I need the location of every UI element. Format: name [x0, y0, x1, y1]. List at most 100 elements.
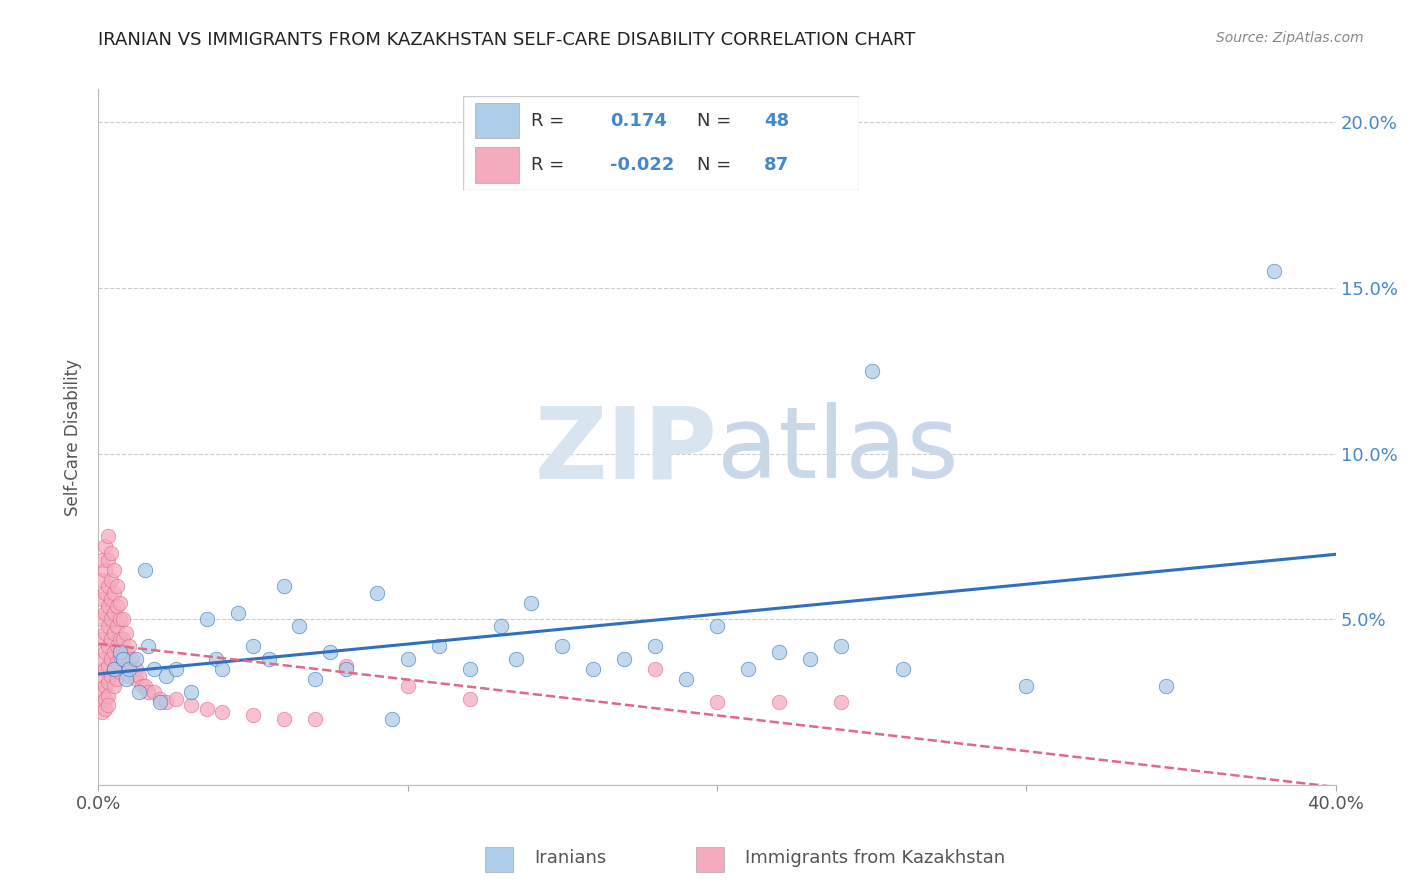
Point	[288, 619, 311, 633]
Point	[118, 662, 141, 676]
Point	[97, 579, 120, 593]
Point	[100, 632, 122, 647]
Point	[93, 679, 115, 693]
Point	[93, 563, 115, 577]
Point	[644, 639, 666, 653]
Point	[93, 540, 115, 554]
Point	[366, 586, 388, 600]
Point	[118, 639, 141, 653]
Point	[115, 645, 138, 659]
Point	[97, 698, 120, 713]
Point	[830, 695, 852, 709]
Point	[93, 691, 115, 706]
Point	[136, 639, 159, 653]
Point	[93, 606, 115, 620]
Point	[644, 662, 666, 676]
Point	[93, 645, 115, 659]
Point	[830, 639, 852, 653]
Point	[105, 579, 128, 593]
Text: atlas: atlas	[717, 402, 959, 500]
Point	[100, 546, 122, 560]
Point	[396, 679, 419, 693]
Point	[165, 691, 187, 706]
Point	[90, 705, 112, 719]
Point	[90, 652, 112, 666]
Point	[103, 606, 125, 620]
Point	[100, 652, 122, 666]
Point	[768, 645, 790, 659]
Point	[100, 668, 122, 682]
Point	[1154, 679, 1177, 693]
Point	[108, 648, 131, 663]
Point	[90, 695, 112, 709]
Point	[112, 652, 135, 666]
Point	[105, 619, 128, 633]
Point	[458, 691, 481, 706]
Point	[103, 645, 125, 659]
Point	[155, 668, 177, 682]
Point	[115, 625, 138, 640]
Point	[860, 364, 883, 378]
Point	[551, 639, 574, 653]
Point	[319, 645, 342, 659]
Point	[93, 625, 115, 640]
Point	[90, 552, 112, 566]
Point	[143, 685, 166, 699]
Point	[768, 695, 790, 709]
Point	[134, 679, 156, 693]
Point	[93, 586, 115, 600]
Point	[149, 691, 172, 706]
Point	[520, 596, 543, 610]
Point	[335, 658, 357, 673]
Point	[108, 645, 131, 659]
Point	[90, 592, 112, 607]
Point	[100, 573, 122, 587]
Point	[112, 648, 135, 663]
Point	[226, 606, 249, 620]
Point	[427, 639, 450, 653]
Point	[118, 668, 141, 682]
Point	[211, 705, 233, 719]
Text: Source: ZipAtlas.com: Source: ZipAtlas.com	[1216, 31, 1364, 45]
Point	[103, 563, 125, 577]
Point	[737, 662, 759, 676]
Point	[90, 685, 112, 699]
Point	[799, 652, 821, 666]
Point	[105, 639, 128, 653]
Point	[93, 662, 115, 676]
Point	[149, 695, 172, 709]
Point	[1263, 264, 1285, 278]
Point	[112, 632, 135, 647]
Y-axis label: Self-Care Disability: Self-Care Disability	[65, 359, 83, 516]
Point	[134, 563, 156, 577]
Point	[118, 656, 141, 670]
Point	[108, 612, 131, 626]
Point	[93, 702, 115, 716]
Point	[97, 658, 120, 673]
Point	[97, 675, 120, 690]
Point	[180, 698, 202, 713]
Point	[381, 712, 404, 726]
Point	[143, 662, 166, 676]
Point	[103, 625, 125, 640]
Point	[706, 619, 728, 633]
Text: IRANIAN VS IMMIGRANTS FROM KAZAKHSTAN SELF-CARE DISABILITY CORRELATION CHART: IRANIAN VS IMMIGRANTS FROM KAZAKHSTAN SE…	[98, 31, 915, 49]
Point	[396, 652, 419, 666]
Point	[90, 668, 112, 682]
Point	[105, 656, 128, 670]
Point	[195, 612, 218, 626]
Point	[97, 552, 120, 566]
Point	[489, 619, 512, 633]
Point	[103, 586, 125, 600]
Point	[675, 672, 697, 686]
Point	[242, 708, 264, 723]
Point	[90, 612, 112, 626]
Point	[136, 685, 159, 699]
Point	[273, 579, 295, 593]
Point	[1015, 679, 1038, 693]
Point	[121, 652, 143, 666]
Point	[105, 672, 128, 686]
Point	[891, 662, 914, 676]
Point	[180, 685, 202, 699]
Point	[335, 662, 357, 676]
